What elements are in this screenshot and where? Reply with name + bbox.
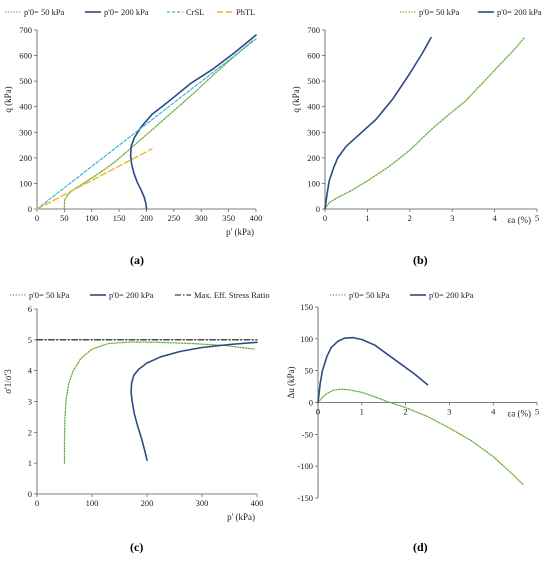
series-line-1 xyxy=(324,36,432,210)
x-tick-label: 300 xyxy=(196,498,209,508)
y-tick-label: 300 xyxy=(307,127,320,137)
chart-a: 0 50 100 150 200 250 300 350 400 0 100 200 300 400 500… xyxy=(3,7,262,267)
y-tick-label: 2 xyxy=(28,427,32,437)
y-tick-label: 6 xyxy=(28,304,32,314)
panel-label: (c) xyxy=(130,540,143,554)
y-tick-label: 400 xyxy=(307,102,320,112)
y-tick-label: -100 xyxy=(297,461,313,471)
panel-label: (b) xyxy=(413,253,428,267)
x-axis-label: εa (%) xyxy=(507,409,531,419)
x-tick-label: 2 xyxy=(403,407,407,417)
x-tick-label: 4 xyxy=(492,213,497,223)
y-tick-label: 0 xyxy=(316,204,320,214)
y-axis-label: q (kPa) xyxy=(3,86,13,112)
x-tick-label: 3 xyxy=(450,213,454,223)
y-tick-label: 200 xyxy=(19,153,32,163)
y-axis-label: q (kPa) xyxy=(291,86,301,112)
y-tick-label: 50 xyxy=(305,366,314,376)
y-tick-label: 150 xyxy=(300,302,313,312)
legend-label: p'0= 200 kPa xyxy=(104,7,149,17)
y-tick-label: 300 xyxy=(19,127,32,137)
x-axis-label: εa (%) xyxy=(507,215,531,225)
x-tick-label: 300 xyxy=(195,213,208,223)
legend-label: p'0= 50 kPa xyxy=(349,290,390,300)
y-tick-label: 500 xyxy=(307,76,320,86)
x-tick-label: 100 xyxy=(85,213,98,223)
y-tick-label: 0 xyxy=(28,489,32,499)
x-tick-label: 0 xyxy=(35,498,39,508)
chart-b: 0 1 2 3 4 5 0 100 200 300 400 500 600 700 εa (%) q (kPa… xyxy=(291,7,542,267)
chart-d: 0 1 2 3 4 5 -150 -100 -50 0 50 100 150 εa (%) Δu (kPa)… xyxy=(286,290,539,554)
legend-label: PhTL xyxy=(236,7,255,17)
x-tick-label: 400 xyxy=(250,213,263,223)
series-line-0 xyxy=(63,341,255,464)
x-tick-label: 200 xyxy=(140,213,153,223)
y-tick-label: 3 xyxy=(28,397,32,407)
y-tick-label: 1 xyxy=(28,458,32,468)
x-tick-label: 200 xyxy=(141,498,154,508)
x-tick-label: 4 xyxy=(491,407,496,417)
series-line-3 xyxy=(36,148,153,210)
y-tick-label: 100 xyxy=(307,178,320,188)
x-tick-label: 100 xyxy=(86,498,99,508)
panel-label: (d) xyxy=(413,540,428,554)
x-tick-label: 350 xyxy=(222,213,235,223)
x-axis-label: p' (kPa) xyxy=(226,227,254,237)
panel-label: (a) xyxy=(130,253,144,267)
x-tick-label: 1 xyxy=(365,213,369,223)
y-axis-label: Δu (kPa) xyxy=(286,366,296,398)
legend-label: p'0= 50 kPa xyxy=(29,290,70,300)
legend-label: p'0= 200 kPa xyxy=(109,290,154,300)
y-tick-label: -150 xyxy=(297,493,313,503)
y-axis-label: σ'1/σ'3 xyxy=(3,369,13,394)
x-tick-label: 50 xyxy=(60,213,69,223)
legend-label: Max. Eff. Stress Ratio xyxy=(194,290,270,300)
x-axis-label: p' (kPa) xyxy=(227,512,255,522)
y-tick-label: 200 xyxy=(307,153,320,163)
x-tick-label: 0 xyxy=(35,213,39,223)
series-line-2 xyxy=(36,38,257,210)
x-tick-label: 250 xyxy=(168,213,181,223)
y-tick-label: 700 xyxy=(307,25,320,35)
y-tick-label: 100 xyxy=(19,178,32,188)
y-tick-label: 0 xyxy=(309,398,313,408)
x-tick-label: 0 xyxy=(316,407,320,417)
series-line-0 xyxy=(317,388,525,486)
legend-label: p'0= 200 kPa xyxy=(497,7,542,17)
chart-c: 0 100 200 300 400 0 1 2 3 4 5 6 p' (kPa) σ'1/σ'3 p'0= … xyxy=(3,290,270,554)
y-tick-label: 100 xyxy=(300,334,313,344)
series-line-1 xyxy=(129,34,257,210)
y-tick-label: 600 xyxy=(307,51,320,61)
y-tick-label: 700 xyxy=(19,25,32,35)
y-tick-label: 0 xyxy=(28,204,32,214)
y-tick-label: -50 xyxy=(302,429,313,439)
x-tick-label: 1 xyxy=(360,407,364,417)
y-tick-label: 600 xyxy=(19,51,32,61)
series-line-0 xyxy=(324,37,525,210)
x-tick-label: 5 xyxy=(535,213,539,223)
x-tick-label: 150 xyxy=(113,213,126,223)
series-line-1 xyxy=(317,336,429,404)
y-tick-label: 400 xyxy=(19,102,32,112)
x-tick-label: 0 xyxy=(323,213,327,223)
series-line-0 xyxy=(63,39,254,210)
x-tick-label: 3 xyxy=(447,407,451,417)
legend-label: p'0= 50 kPa xyxy=(24,7,65,17)
legend-label: CrSL xyxy=(186,7,204,17)
x-tick-label: 400 xyxy=(251,498,264,508)
y-tick-label: 5 xyxy=(28,335,32,345)
legend-label: p'0= 200 kPa xyxy=(429,290,474,300)
y-tick-label: 500 xyxy=(19,76,32,86)
x-tick-label: 5 xyxy=(535,407,539,417)
series-line-1 xyxy=(130,341,258,461)
y-tick-label: 4 xyxy=(28,366,33,376)
x-tick-label: 2 xyxy=(408,213,412,223)
legend-label: p'0= 50 kPa xyxy=(419,7,460,17)
